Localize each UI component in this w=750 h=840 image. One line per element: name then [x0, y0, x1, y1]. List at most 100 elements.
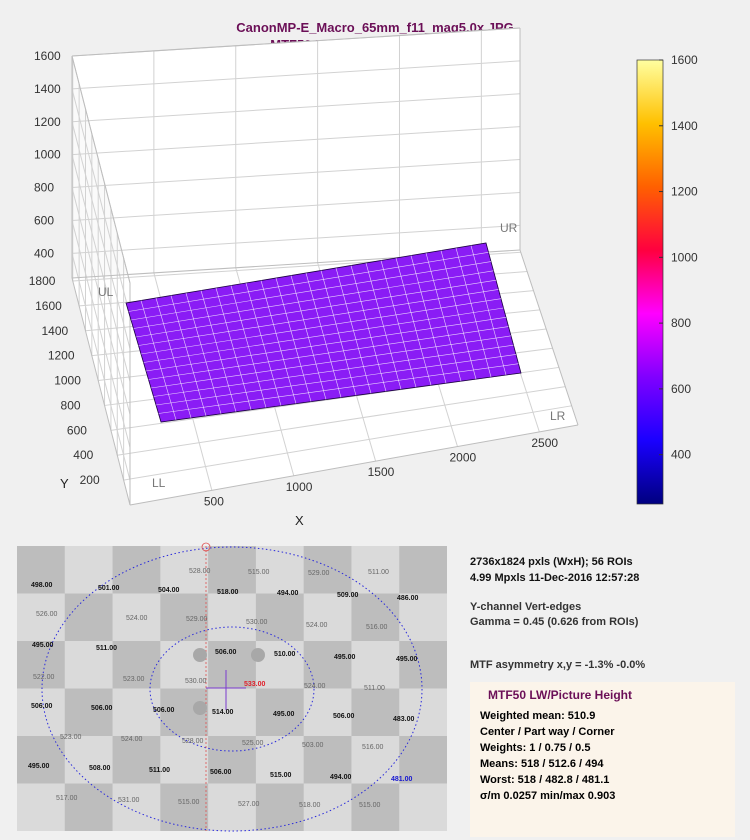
surface-mesh-y	[135, 279, 497, 338]
roi-value-label: 510.00	[274, 651, 296, 658]
z-tick-label: 1400	[34, 82, 61, 96]
colorbar-tick-label: 1600	[671, 53, 698, 67]
checker-square	[208, 546, 256, 594]
checker-square	[112, 546, 161, 594]
checker-square	[399, 736, 447, 784]
roi-value-label: 524.00	[121, 736, 143, 743]
roi-value-label: 527.00	[238, 801, 260, 808]
roi-value-label: 483.00	[393, 716, 415, 723]
roi-value-label: 511.00	[96, 645, 117, 652]
surface-mesh-y	[145, 316, 507, 372]
roi-value-label: 503.00	[302, 742, 324, 749]
z-tick-label: 1600	[34, 49, 61, 63]
roi-value-label: 516.00	[366, 624, 388, 631]
roi-value-label: 528.00	[182, 738, 204, 745]
chart-title: CanonMP-E_Macro_65mm_f11_mag5.0x.JPG	[236, 20, 514, 35]
z-tick-label: 1000	[34, 148, 61, 162]
back-wall	[72, 28, 520, 278]
info-channel: Y-channel Vert-edges	[470, 601, 582, 613]
roi-value-label: 511.00	[149, 767, 170, 774]
fiducial-dot	[251, 648, 265, 662]
checker-square	[303, 546, 352, 594]
roi-value-label: 529.00	[186, 616, 208, 623]
roi-value-label: 516.00	[362, 744, 384, 751]
checker-square	[112, 641, 161, 689]
corner-label-lr: LR	[550, 409, 566, 423]
roi-value-label: 511.00	[368, 569, 389, 576]
results-zones: Center / Part way / Corner	[480, 726, 615, 738]
y-tick-label: 600	[67, 423, 87, 437]
roi-value-label: 518.00	[299, 802, 321, 809]
checker-square	[303, 641, 352, 689]
grid-z-left	[71, 220, 131, 448]
roi-value-label: 494.00	[277, 590, 299, 597]
box-edge	[71, 277, 131, 506]
checker-square	[399, 641, 447, 689]
roi-value-label: 511.00	[364, 685, 385, 692]
checker-square	[17, 641, 65, 689]
x-axis-label: X	[295, 513, 304, 528]
surface-mesh-y	[130, 261, 492, 321]
fiducial-dot	[193, 701, 207, 715]
roi-value-label: 525.00	[242, 740, 264, 747]
y-tick-label: 400	[73, 448, 93, 462]
grid-z-left	[71, 154, 131, 382]
surface-mesh-y	[128, 251, 489, 312]
roi-value-label: 495.00	[273, 711, 295, 718]
roi-value-label: 515.00	[178, 799, 200, 806]
grid-z-back	[71, 159, 521, 189]
box-edge	[71, 55, 131, 284]
grid-z-left	[71, 121, 131, 349]
checker-square	[64, 783, 113, 831]
checker-square	[399, 546, 447, 594]
grid-z-left	[71, 253, 131, 481]
box-edge	[129, 424, 579, 506]
info-dimensions: 2736x1824 pxls (WxH); 56 ROIs	[470, 556, 633, 568]
checker-square	[255, 593, 304, 641]
roi-value-label: 523.00	[123, 676, 145, 683]
roi-value-label: 515.00	[270, 772, 292, 779]
x-tick-label: 2000	[449, 451, 476, 465]
roi-value-label: 506.00	[333, 713, 355, 720]
checker-square	[351, 688, 400, 736]
roi-value-label: 533.00	[244, 681, 266, 688]
surface-mesh-y	[143, 307, 504, 363]
surface-mesh-y	[158, 363, 519, 414]
z-tick-label: 800	[34, 181, 54, 195]
roi-value-label: 506.00	[153, 707, 175, 714]
results-box: MTF50 LW/Picture Height Weighted mean: 5…	[470, 682, 735, 837]
roi-value-label: 528.00	[189, 568, 211, 575]
surface-mesh-y	[133, 270, 494, 329]
info-asymmetry: MTF asymmetry x,y = -1.3% -0.0%	[470, 659, 646, 671]
z-tick-label: 1200	[34, 115, 61, 129]
inner-zone-ring	[149, 626, 315, 752]
grid-z-back	[71, 93, 521, 123]
roi-value-label: 481.00	[391, 776, 413, 783]
roi-value-label: 506.00	[31, 703, 53, 710]
grid-z-back	[71, 60, 521, 90]
box-edge	[519, 249, 579, 426]
checker-square	[64, 688, 113, 736]
roi-value-label: 524.00	[126, 615, 148, 622]
z-tick-label: 600	[34, 213, 54, 227]
roi-value-label: 495.00	[32, 642, 54, 649]
results-title: MTF50 LW/Picture Height	[488, 688, 633, 702]
checker-square	[112, 736, 161, 784]
colorbar-tick-label: 1200	[671, 185, 698, 199]
results-means: Means: 518 / 512.6 / 494	[480, 758, 604, 770]
checker-square	[351, 783, 400, 831]
checker-square	[303, 736, 352, 784]
checker-square	[351, 593, 400, 641]
y-tick-label: 1400	[41, 324, 68, 338]
corner-label-ur: UR	[500, 221, 518, 235]
checker-square	[160, 783, 209, 831]
fiducial-dot	[193, 648, 207, 662]
z-tick-label: 400	[34, 246, 54, 260]
grid-z-left	[71, 187, 131, 415]
y-tick-label: 800	[61, 398, 81, 412]
roi-value-label: 530.00	[185, 678, 207, 685]
colorbar-tick-label: 600	[671, 382, 691, 396]
roi-value-label: 498.00	[31, 582, 53, 589]
grid-y-floor	[123, 405, 572, 481]
